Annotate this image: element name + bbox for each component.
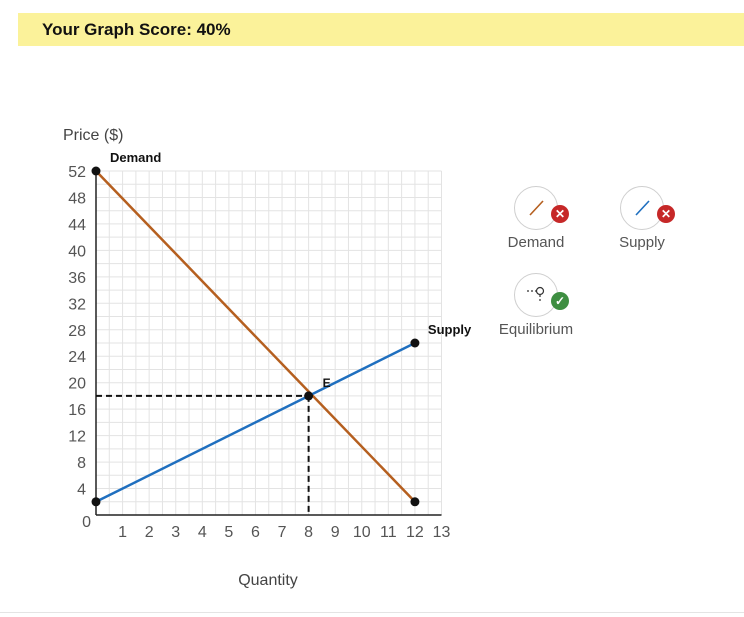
y-tick-label: 40 [68, 243, 86, 260]
y-tick-label: 4 [77, 482, 86, 499]
supply-tool-circle[interactable]: ✕ [620, 186, 675, 230]
x-axis-label: Quantity [238, 572, 298, 589]
x-tick-label: 4 [198, 524, 207, 541]
supply-tool-label: Supply [619, 234, 665, 251]
equilibrium-point-label: E [323, 376, 331, 390]
supply-line-icon [635, 200, 650, 216]
demand-tool-circle[interactable]: ✕ [514, 186, 569, 230]
y-tick-label: 48 [68, 190, 86, 207]
graph-score-banner: Your Graph Score: 40% [18, 13, 744, 46]
x-tick-label: 5 [224, 524, 233, 541]
x-tick-label: 10 [353, 524, 371, 541]
demand-curve-label: Demand [110, 150, 161, 165]
x-tick-label: 8 [304, 524, 313, 541]
x-tick-label: 6 [251, 524, 260, 541]
demand-tool-label: Demand [507, 234, 565, 251]
demand-tool[interactable]: ✕ Demand [481, 186, 591, 251]
check-icon: ✓ [551, 292, 569, 310]
y-tick-label: 44 [68, 217, 86, 234]
y-tick-label: 24 [68, 349, 86, 366]
y-tick-label: 52 [68, 164, 86, 181]
x-tick-label: 7 [278, 524, 287, 541]
supply-curve [95, 341, 416, 503]
equilibrium-tool[interactable]: ✓ Equilibrium [481, 273, 591, 338]
y-tick-label: 32 [68, 296, 86, 313]
demand-endpoint [410, 497, 420, 507]
supply-curve-label: Supply [428, 322, 472, 337]
x-tick-label: 11 [380, 524, 397, 541]
equilibrium-point [304, 391, 314, 401]
y-tick-label: 8 [77, 455, 86, 472]
equilibrium-tool-circle[interactable]: ✓ [514, 273, 569, 317]
x-tick-label: 1 [118, 524, 127, 541]
equilibrium-point-icon [527, 286, 545, 303]
x-tick-label: 13 [433, 524, 451, 541]
y-tick-label: 0 [82, 514, 91, 531]
x-icon: ✕ [657, 205, 675, 223]
bottom-divider [0, 612, 744, 613]
y-tick-label: 36 [68, 270, 86, 287]
demand-endpoint [91, 166, 101, 176]
demand-curve [95, 170, 416, 503]
y-tick-label: 16 [68, 402, 86, 419]
y-tick-label: 12 [68, 429, 86, 446]
y-axis-label: Price ($) [63, 127, 123, 144]
x-tick-label: 12 [406, 524, 424, 541]
x-icon: ✕ [551, 205, 569, 223]
graph-score-text: Your Graph Score: 40% [42, 20, 231, 39]
x-tick-label: 2 [145, 524, 154, 541]
supply-tool[interactable]: ✕ Supply [587, 186, 697, 251]
equilibrium-tool-label: Equilibrium [498, 321, 574, 338]
supply-endpoint [410, 338, 420, 348]
x-tick-label: 3 [171, 524, 180, 541]
y-tick-label: 20 [68, 376, 86, 393]
supply-endpoint [91, 497, 101, 507]
x-tick-label: 9 [331, 524, 340, 541]
y-tick-label: 28 [68, 323, 86, 340]
demand-line-icon [529, 200, 544, 216]
